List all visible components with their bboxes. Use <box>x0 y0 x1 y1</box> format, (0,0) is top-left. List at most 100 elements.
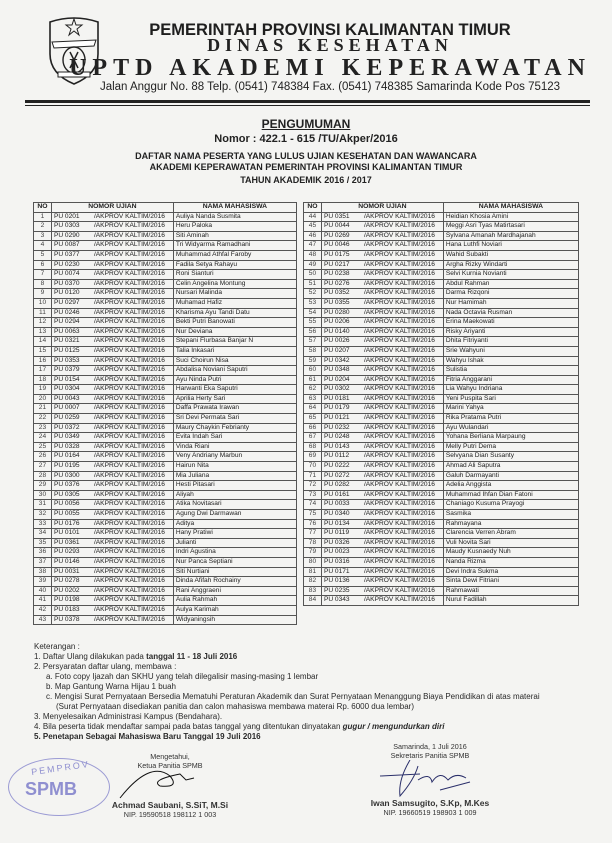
row-number: 23 <box>33 422 52 434</box>
row-number: 45 <box>303 221 322 232</box>
student-name: Kharisma Ayu Tandi Datu <box>172 307 298 319</box>
student-name: Rika Pratama Putri <box>442 413 580 424</box>
exam-suffix: /AKPROV KALTIM/2016 <box>93 481 165 489</box>
exam-code: PU 0201 <box>53 212 80 220</box>
exam-code: PU 0056 <box>53 500 80 508</box>
announcement-subtitle-1: DAFTAR NAMA PESERTA YANG LULUS UJIAN KES… <box>135 151 477 161</box>
row-number: 11 <box>33 307 52 319</box>
exam-code: PU 0183 <box>53 605 80 613</box>
exam-suffix: /AKPROV KALTIM/2016 <box>93 356 165 364</box>
row-number: 83 <box>303 585 322 597</box>
student-name: Aditya <box>172 518 298 530</box>
left-sign-line1: Mengetahui, <box>150 752 190 761</box>
exam-suffix: /AKPROV KALTIM/2016 <box>363 385 435 393</box>
exam-code: PU 0370 <box>53 279 80 287</box>
exam-number: PU 0377/AKPROV KALTIM/2016 <box>50 249 174 261</box>
exam-code: PU 0378 <box>53 615 80 623</box>
header-student-name: NAMA MAHASISWA <box>172 202 298 213</box>
table-row: 36 PU 0293/AKPROV KALTIM/2016 Indri Agusti… <box>33 547 298 558</box>
table-row: 8 PU 0370/AKPROV KALTIM/2016 Celin Angelin… <box>33 278 298 290</box>
table-row: 46 PU 0269/AKPROV KALTIM/2016 Sylvana Aman… <box>303 230 580 242</box>
right-sign-line2: Sekretaris Panitia SPMB <box>390 751 470 760</box>
row-number: 82 <box>303 576 322 587</box>
right-sign-name: Iwan Samsugito, S.Kp, M.Kes <box>370 798 490 808</box>
exam-code: PU 0282 <box>323 481 350 489</box>
student-name: Devi Indra Sukma <box>442 566 580 578</box>
student-name: Fadila Setya Rahayu <box>172 259 298 271</box>
exam-suffix: /AKPROV KALTIM/2016 <box>363 481 435 489</box>
row-number: 65 <box>303 413 322 424</box>
row-number: 56 <box>303 326 322 338</box>
announcement-subtitle-3: TAHUN AKADEMIK 2016 / 2017 <box>240 175 372 185</box>
header-divider <box>25 100 590 103</box>
exam-code: PU 0125 <box>53 346 80 354</box>
student-name: Rani Anggraeni <box>172 585 298 597</box>
table-row: 40 PU 0202/AKPROV KALTIM/2016 Rani Anggrae… <box>33 585 298 597</box>
table-row: 38 PU 0031/AKPROV KALTIM/2016 Siti Nurtian… <box>33 566 298 578</box>
table-row: 30 PU 0305/AKPROV KALTIM/2016 Aliyah <box>33 489 298 501</box>
header-divider-thin <box>25 104 590 106</box>
exam-code: PU 0302 <box>323 385 350 393</box>
exam-number: PU 0201/AKPROV KALTIM/2016 <box>50 211 174 223</box>
row-number: 16 <box>33 355 52 367</box>
note-4-text: 4. Bila peserta tidak mendaftar sampai p… <box>34 722 343 731</box>
exam-number: PU 0146/AKPROV KALTIM/2016 <box>50 556 174 568</box>
student-name: Heidian Khosia Amini <box>442 211 580 223</box>
exam-number: PU 0238/AKPROV KALTIM/2016 <box>320 269 444 280</box>
table-row: 67 PU 0248/AKPROV KALTIM/2016 Yohana Berli… <box>303 432 580 443</box>
row-number: 69 <box>303 451 322 463</box>
exam-code: PU 0272 <box>323 471 350 479</box>
exam-number: PU 0248/AKPROV KALTIM/2016 <box>320 432 444 443</box>
exam-code: PU 0175 <box>323 250 350 258</box>
exam-number: PU 0026/AKPROV KALTIM/2016 <box>320 336 444 347</box>
exam-number: PU 0101/AKPROV KALTIM/2016 <box>50 528 174 539</box>
exam-number: PU 0136/AKPROV KALTIM/2016 <box>320 576 444 587</box>
student-name: Nada Octavia Rusman <box>442 307 580 319</box>
exam-number: PU 0235/AKPROV KALTIM/2016 <box>320 585 444 597</box>
right-handwritten-signature <box>379 760 471 798</box>
exam-suffix: /AKPROV KALTIM/2016 <box>363 231 435 239</box>
note-1-date: tanggal 11 - 18 Juli 2016 <box>146 652 238 661</box>
exam-number: PU 0349/AKPROV KALTIM/2016 <box>50 432 174 443</box>
left-sign-line2: Ketua Panitia SPMB <box>137 761 203 770</box>
exam-number: PU 0259/AKPROV KALTIM/2016 <box>50 413 174 424</box>
exam-suffix: /AKPROV KALTIM/2016 <box>93 270 165 278</box>
exam-number: PU 0303/AKPROV KALTIM/2016 <box>50 221 174 232</box>
exam-suffix: /AKPROV KALTIM/2016 <box>93 231 165 239</box>
table-row: 61 PU 0204/AKPROV KALTIM/2016 Fitria Angga… <box>303 374 580 386</box>
exam-number: PU 0161/AKPROV KALTIM/2016 <box>320 489 444 501</box>
table-row: 78 PU 0326/AKPROV KALTIM/2016 Vuli Novita … <box>303 537 580 549</box>
exam-code: PU 0248 <box>323 433 350 441</box>
table-row: 44 PU 0351/AKPROV KALTIM/2016 Heidian Khos… <box>303 211 580 223</box>
exam-suffix: /AKPROV KALTIM/2016 <box>93 375 165 383</box>
note-1-text: 1. Daftar Ulang dilakukan pada <box>34 652 147 661</box>
row-number: 6 <box>33 259 52 271</box>
exam-number: PU 0230/AKPROV KALTIM/2016 <box>50 259 174 271</box>
exam-code: PU 0376 <box>53 481 80 489</box>
table-row: 29 PU 0376/AKPROV KALTIM/2016 Hesti Pitasa… <box>33 480 298 491</box>
student-name: Wahyu Ishak <box>442 355 580 367</box>
table-row: 34 PU 0101/AKPROV KALTIM/2016 Hany Pratiwi <box>33 528 298 539</box>
student-name: Tri Widyarma Ramadhani <box>172 240 298 251</box>
exam-number: PU 0302/AKPROV KALTIM/2016 <box>320 384 444 395</box>
exam-number: PU 0300/AKPROV KALTIM/2016 <box>50 470 174 482</box>
exam-number: PU 0176/AKPROV KALTIM/2016 <box>50 518 174 530</box>
row-number: 31 <box>33 499 52 510</box>
exam-suffix: /AKPROV KALTIM/2016 <box>363 471 435 479</box>
student-name: Atika Novitasari <box>172 499 298 510</box>
table-row: 63 PU 0181/AKPROV KALTIM/2016 Yeni Puspita… <box>303 393 580 405</box>
exam-number: PU 0044/AKPROV KALTIM/2016 <box>320 221 444 232</box>
exam-number: PU 0056/AKPROV KALTIM/2016 <box>50 499 174 510</box>
exam-suffix: /AKPROV KALTIM/2016 <box>363 250 435 258</box>
notes-title: Keterangan : <box>34 642 80 651</box>
exam-suffix: /AKPROV KALTIM/2016 <box>93 433 165 441</box>
student-name: Darma Rizqoni <box>442 288 580 299</box>
student-name: Dinda Afifah Rochainy <box>172 576 298 587</box>
student-name: Nur Panca Septiani <box>172 556 298 568</box>
exam-code: PU 0235 <box>323 586 350 594</box>
table-row: 27 PU 0195/AKPROV KALTIM/2016 Hairun Nita <box>33 461 298 472</box>
exam-code: PU 0074 <box>53 270 80 278</box>
table-row: 11 PU 0246/AKPROV KALTIM/2016 Kharisma Ayu… <box>33 307 298 319</box>
exam-code: PU 0276 <box>323 279 350 287</box>
